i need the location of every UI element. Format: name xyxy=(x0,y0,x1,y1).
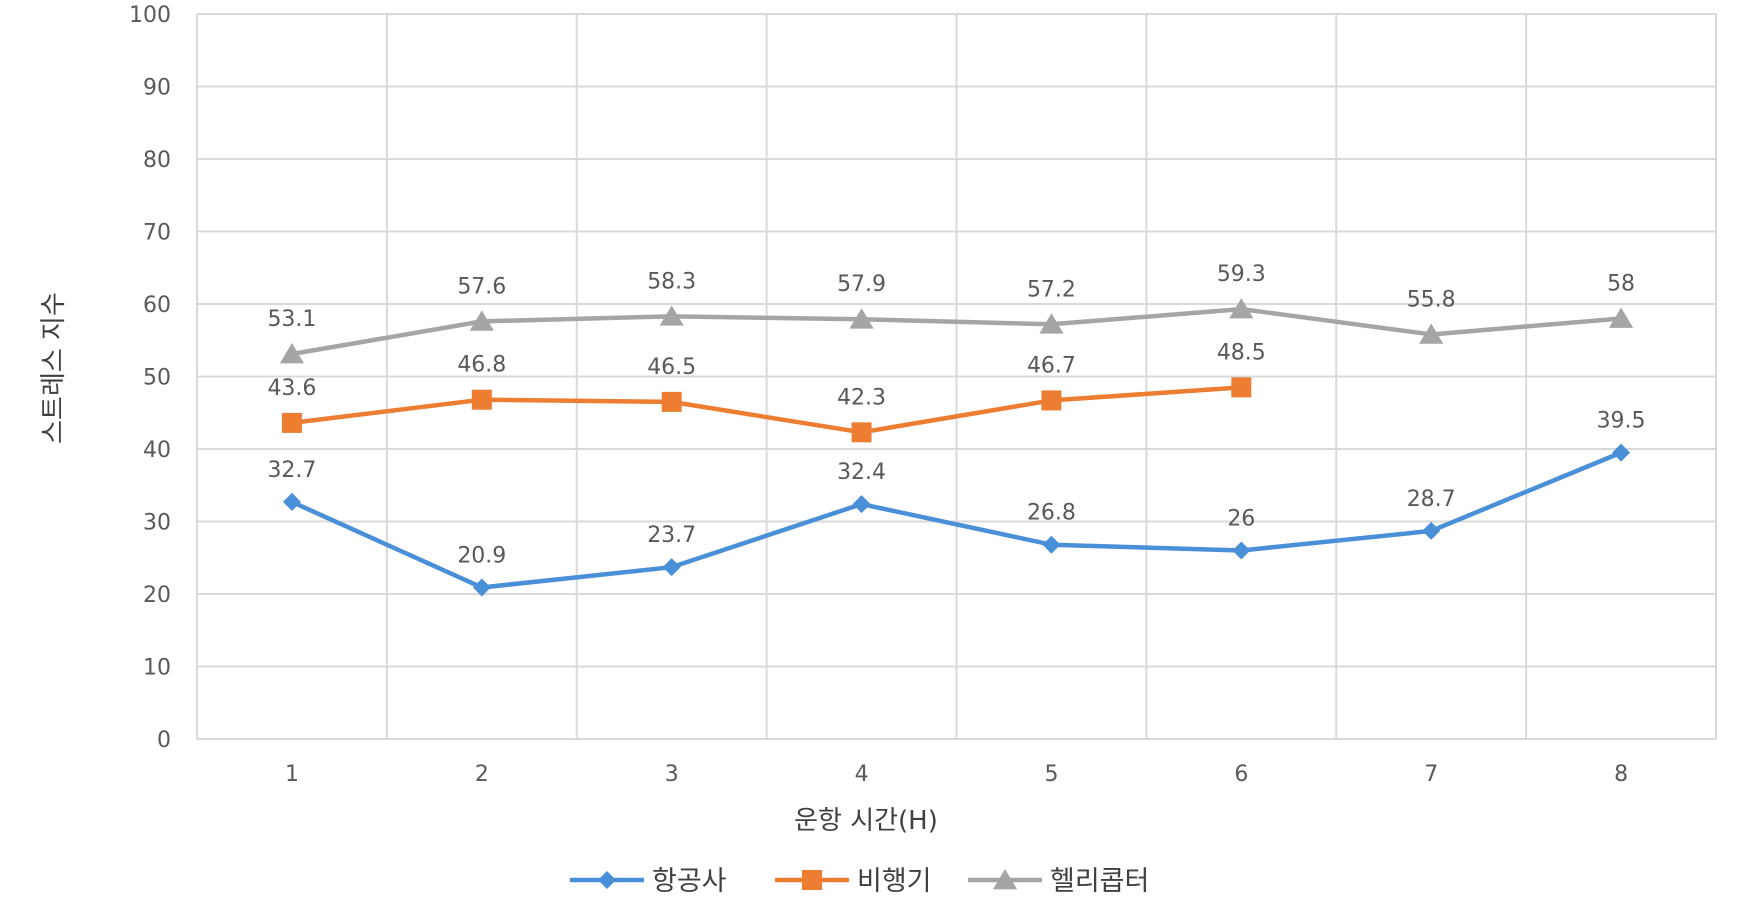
data-label: 46.7 xyxy=(1027,353,1076,378)
series-line-1 xyxy=(291,450,1622,590)
data-point xyxy=(849,308,874,329)
data-label: 57.2 xyxy=(1027,277,1076,302)
data-label: 46.8 xyxy=(457,353,506,378)
y-tick-labels: 0 10 20 30 40 50 60 70 80 90 100 xyxy=(129,3,171,753)
y-tick-label: 10 xyxy=(143,656,171,681)
x-tick-label: 7 xyxy=(1424,762,1438,787)
data-label: 32.7 xyxy=(267,458,316,483)
series-line-2 xyxy=(291,385,1242,435)
legend-marker xyxy=(802,870,822,890)
data-point xyxy=(851,422,872,443)
data-label: 59.3 xyxy=(1217,262,1266,287)
data-label: 20.9 xyxy=(457,543,506,568)
series-markers xyxy=(279,298,1634,597)
data-point xyxy=(1229,298,1254,319)
data-labels: 32.7 20.9 23.7 32.4 26.8 26 28.7 39.5 43.6 46.8 46… xyxy=(267,262,1645,568)
y-tick-label: 30 xyxy=(143,511,171,536)
gridlines xyxy=(196,13,1717,740)
y-tick-label: 100 xyxy=(129,3,171,28)
y-tick-label: 60 xyxy=(143,293,171,318)
data-point xyxy=(1422,521,1441,540)
data-label: 46.5 xyxy=(647,355,696,380)
data-point xyxy=(659,305,684,326)
legend-label: 비행기 xyxy=(857,866,932,897)
legend-label: 헬리콥터 xyxy=(1050,866,1149,897)
data-label: 26.8 xyxy=(1027,501,1076,526)
x-tick-label: 8 xyxy=(1614,762,1628,787)
data-label: 28.7 xyxy=(1407,487,1456,512)
data-point xyxy=(472,578,491,597)
data-label: 32.4 xyxy=(837,460,886,485)
data-point xyxy=(282,492,301,511)
y-tick-label: 40 xyxy=(143,438,171,463)
data-label: 43.6 xyxy=(267,376,316,401)
data-point xyxy=(662,558,681,577)
data-label: 53.1 xyxy=(267,307,316,332)
data-point xyxy=(469,310,494,331)
data-label: 26 xyxy=(1227,507,1255,532)
x-tick-label: 1 xyxy=(285,762,299,787)
data-point xyxy=(471,389,492,410)
y-tick-label: 0 xyxy=(157,728,171,753)
x-tick-label: 3 xyxy=(665,762,679,787)
data-label: 58 xyxy=(1607,272,1635,297)
data-label: 57.9 xyxy=(837,272,886,297)
y-tick-label: 90 xyxy=(143,76,171,101)
y-tick-label: 20 xyxy=(143,583,171,608)
x-tick-labels: 1 2 3 4 5 6 7 8 xyxy=(285,762,1628,787)
legend-marker xyxy=(992,869,1018,890)
series-lines xyxy=(291,306,1622,590)
data-label: 58.3 xyxy=(647,269,696,294)
data-point xyxy=(1612,443,1631,462)
legend-marker xyxy=(598,871,616,889)
data-point xyxy=(281,412,302,433)
data-label: 39.5 xyxy=(1597,409,1646,434)
data-point xyxy=(661,391,682,412)
data-point xyxy=(1419,323,1444,344)
data-point xyxy=(1041,390,1062,411)
x-tick-label: 5 xyxy=(1044,762,1058,787)
series-line-3 xyxy=(291,306,1622,357)
data-label: 23.7 xyxy=(647,523,696,548)
x-tick-label: 6 xyxy=(1234,762,1248,787)
data-label: 48.5 xyxy=(1217,340,1266,365)
data-point xyxy=(279,343,305,364)
data-point xyxy=(852,495,871,514)
y-tick-label: 80 xyxy=(143,148,171,173)
y-tick-label: 70 xyxy=(143,221,171,246)
y-axis-title: 스트레스 지수 xyxy=(39,292,69,444)
data-point xyxy=(1042,535,1061,554)
legend: 항공사 비행기 헬리콥터 xyxy=(570,866,1149,897)
data-label: 42.3 xyxy=(837,385,886,410)
data-point xyxy=(1231,377,1252,398)
data-label: 55.8 xyxy=(1407,287,1456,312)
x-axis-title: 운항 시간(H) xyxy=(794,806,938,836)
x-tick-label: 4 xyxy=(855,762,869,787)
y-tick-label: 50 xyxy=(143,366,171,391)
data-label: 57.6 xyxy=(457,274,506,299)
legend-label: 항공사 xyxy=(652,866,727,897)
x-tick-label: 2 xyxy=(475,762,489,787)
data-point xyxy=(1608,307,1634,328)
data-point xyxy=(1232,541,1251,560)
data-point xyxy=(1039,313,1064,334)
